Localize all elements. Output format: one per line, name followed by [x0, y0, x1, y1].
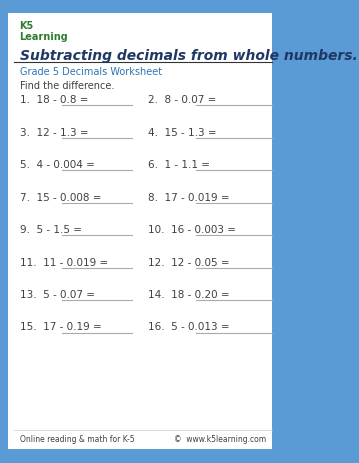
Text: 9.  5 - 1.5 =: 9. 5 - 1.5 =: [20, 225, 81, 235]
Text: Online reading & math for K-5: Online reading & math for K-5: [20, 434, 134, 443]
Text: 4.  15 - 1.3 =: 4. 15 - 1.3 =: [148, 127, 217, 138]
Text: 13.  5 - 0.07 =: 13. 5 - 0.07 =: [20, 289, 95, 300]
Text: ©  www.k5learning.com: © www.k5learning.com: [174, 434, 266, 443]
Text: 7.  15 - 0.008 =: 7. 15 - 0.008 =: [20, 192, 101, 202]
Text: 16.  5 - 0.013 =: 16. 5 - 0.013 =: [148, 322, 230, 332]
Text: Find the difference.: Find the difference.: [20, 81, 114, 91]
Text: 15.  17 - 0.19 =: 15. 17 - 0.19 =: [20, 322, 101, 332]
Text: Grade 5 Decimals Worksheet: Grade 5 Decimals Worksheet: [20, 67, 162, 77]
Text: 3.  12 - 1.3 =: 3. 12 - 1.3 =: [20, 127, 88, 138]
Text: 8.  17 - 0.019 =: 8. 17 - 0.019 =: [148, 192, 230, 202]
Text: 6.  1 - 1.1 =: 6. 1 - 1.1 =: [148, 160, 210, 170]
Text: 10.  16 - 0.003 =: 10. 16 - 0.003 =: [148, 225, 236, 235]
Text: 12.  12 - 0.05 =: 12. 12 - 0.05 =: [148, 257, 230, 267]
Text: Subtracting decimals from whole numbers.: Subtracting decimals from whole numbers.: [20, 49, 357, 63]
Text: 14.  18 - 0.20 =: 14. 18 - 0.20 =: [148, 289, 230, 300]
Text: 5.  4 - 0.004 =: 5. 4 - 0.004 =: [20, 160, 94, 170]
Text: K5
Learning: K5 Learning: [20, 21, 68, 42]
FancyBboxPatch shape: [8, 14, 272, 449]
Text: 2.  8 - 0.07 =: 2. 8 - 0.07 =: [148, 95, 217, 105]
Text: 1.  18 - 0.8 =: 1. 18 - 0.8 =: [20, 95, 88, 105]
Text: 11.  11 - 0.019 =: 11. 11 - 0.019 =: [20, 257, 108, 267]
